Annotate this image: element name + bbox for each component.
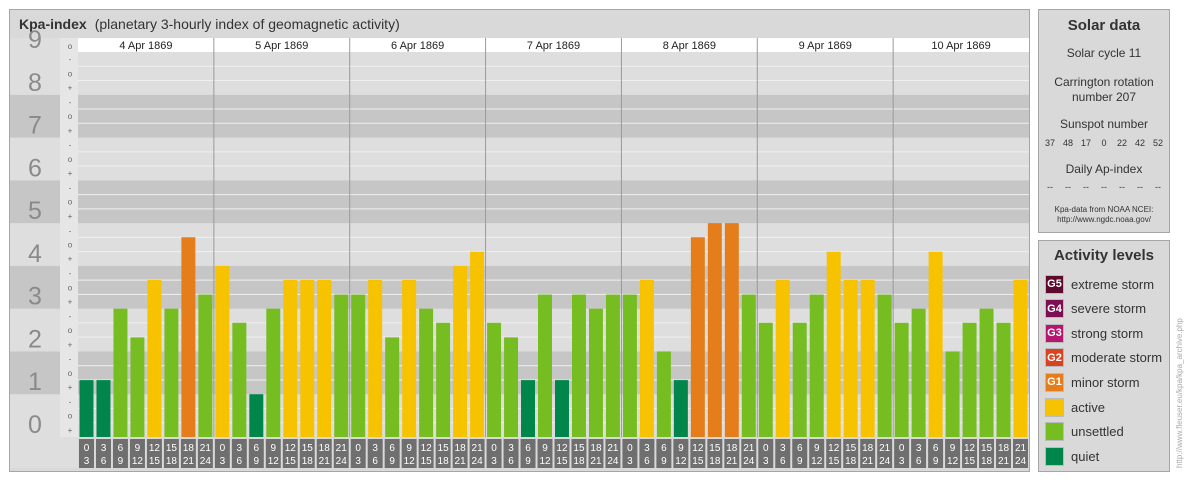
ap-value: -- xyxy=(1119,182,1125,192)
legend-label: extreme storm xyxy=(1071,276,1155,292)
legend-swatch: G1 xyxy=(1045,372,1064,392)
legend-item-unsettled: unsettled xyxy=(1045,422,1124,442)
legend-label: strong storm xyxy=(1071,325,1144,341)
sunspot-value: 22 xyxy=(1116,138,1127,148)
legend-item-severe-storm: G4 severe storm xyxy=(1045,299,1146,319)
legend-item-active: active xyxy=(1045,397,1105,417)
ap-value: -- xyxy=(1155,182,1161,192)
ap-index-values: -- -- -- -- -- -- -- xyxy=(1043,182,1165,192)
ap-index-label: Daily Ap-index xyxy=(1065,162,1143,176)
ap-value: -- xyxy=(1047,182,1053,192)
source-link[interactable]: http://www.ngdc.noaa.gov/ xyxy=(1057,215,1151,224)
carrington-rotation-number: number 207 xyxy=(1071,90,1137,104)
legend-label: severe storm xyxy=(1071,301,1147,317)
ap-value: -- xyxy=(1083,182,1089,192)
sunspot-value: 37 xyxy=(1044,138,1055,148)
ap-value: -- xyxy=(1065,182,1071,192)
activity-levels-title: Activity levels xyxy=(1053,247,1155,264)
chart-title: Kpa-index (planetary 3-hourly index of ge… xyxy=(19,16,400,32)
legend-swatch: G4 xyxy=(1045,299,1064,319)
chart-title-name: Kpa-index xyxy=(19,16,87,32)
kpa-chart-panel: Kpa-index (planetary 3-hourly index of ge… xyxy=(9,9,1030,472)
legend-label: active xyxy=(1071,399,1105,415)
legend-item-quiet: quiet xyxy=(1045,446,1099,466)
sunspot-value: 17 xyxy=(1080,138,1091,148)
source-line-1: Kpa-data from NOAA NCEI: xyxy=(1054,205,1154,214)
solar-cycle: Solar cycle 11 xyxy=(1066,46,1142,60)
legend-item-extreme-storm: G5 extreme storm xyxy=(1045,274,1154,294)
solar-data-title: Solar data xyxy=(1067,17,1141,34)
sunspot-value: 52 xyxy=(1152,138,1163,148)
credit-url: http://www.fleuser.eu/kpa/kpa_archive.ph… xyxy=(1175,318,1184,468)
sunspot-value: 42 xyxy=(1134,138,1145,148)
activity-levels-panel: Activity levels G5 extreme storm G4 severe … xyxy=(1038,240,1170,472)
legend-label: minor storm xyxy=(1071,374,1140,390)
legend-label: moderate storm xyxy=(1071,350,1163,366)
sunspot-value: 0 xyxy=(1101,138,1107,148)
sunspot-label: Sunspot number xyxy=(1059,117,1149,131)
solar-data-panel: Solar data Solar cycle 11 Carrington rot… xyxy=(1038,9,1170,233)
legend-swatch xyxy=(1045,422,1064,442)
sunspot-values: 37 48 17 0 22 42 52 xyxy=(1043,138,1165,148)
carrington-rotation-label: Carrington rotation xyxy=(1054,75,1154,89)
sunspot-value: 48 xyxy=(1062,138,1073,148)
legend-item-minor-storm: G1 minor storm xyxy=(1045,372,1140,392)
legend-item-strong-storm: G3 strong storm xyxy=(1045,323,1143,343)
ap-value: -- xyxy=(1101,182,1107,192)
legend-swatch: G2 xyxy=(1045,348,1064,368)
legend-label: quiet xyxy=(1071,448,1100,464)
legend-label: unsettled xyxy=(1071,424,1124,440)
legend-swatch: G3 xyxy=(1045,323,1064,343)
legend-swatch: G5 xyxy=(1045,274,1064,294)
chart-title-description: (planetary 3-hourly index of geomagnetic… xyxy=(94,16,400,32)
legend-swatch xyxy=(1045,397,1064,417)
ap-value: -- xyxy=(1137,182,1143,192)
legend-item-moderate-storm: G2 moderate storm xyxy=(1045,348,1162,368)
legend-swatch xyxy=(1045,446,1064,466)
